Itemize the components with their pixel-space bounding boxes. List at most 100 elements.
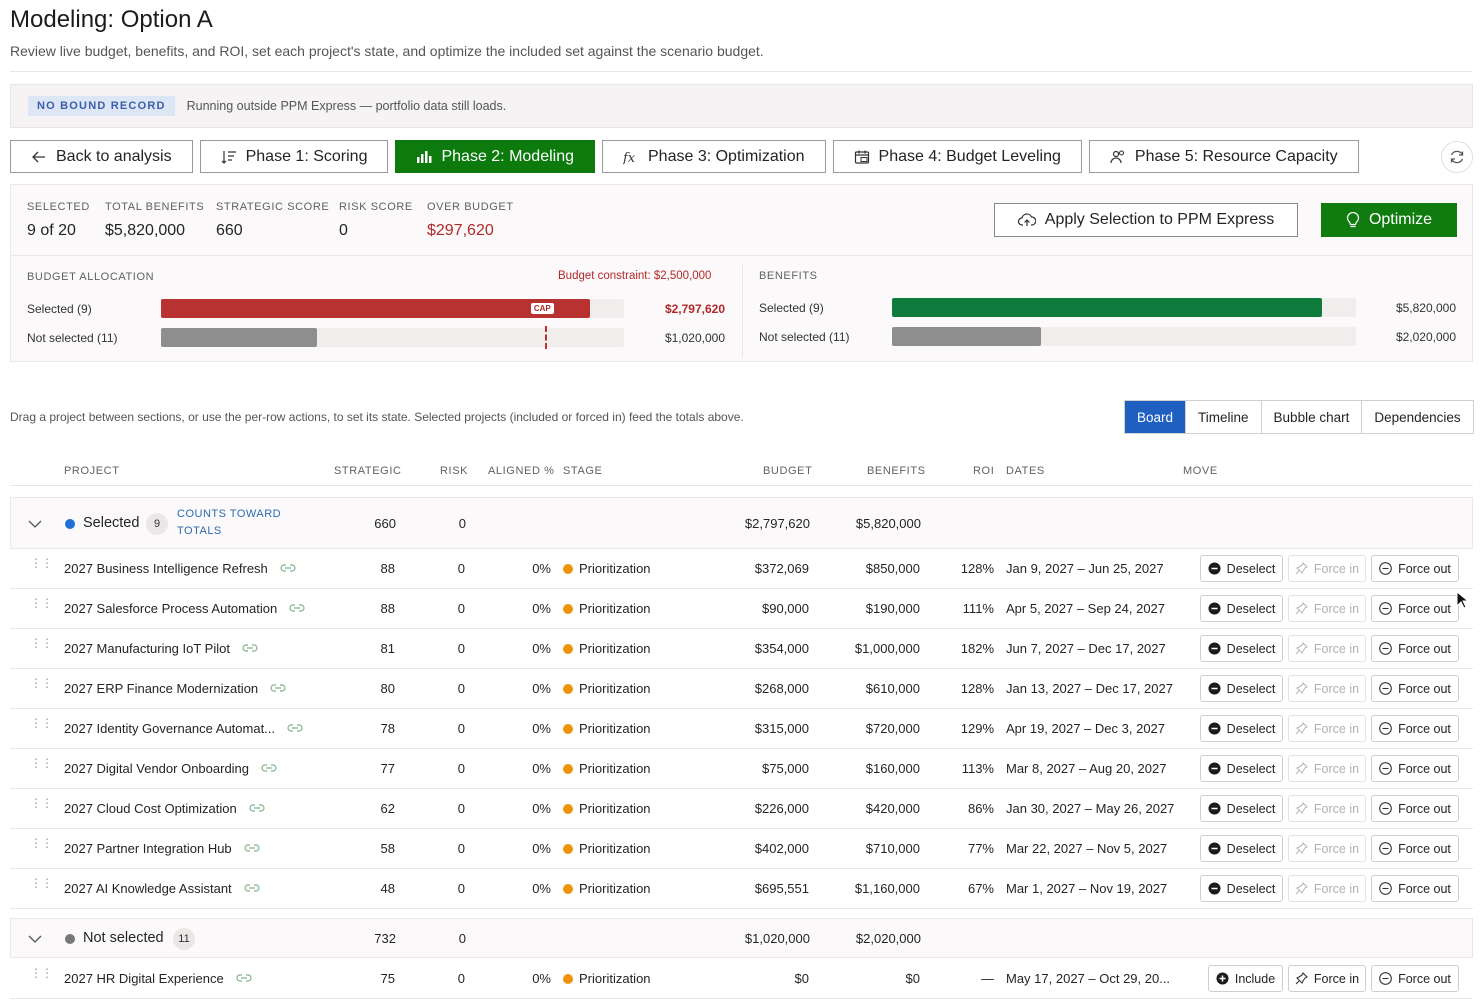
- project-name[interactable]: 2027 Salesforce Process Automation: [64, 601, 278, 616]
- dates-value: Apr 5, 2027 – Sep 24, 2027: [1006, 601, 1166, 616]
- force-in-button[interactable]: Force in: [1288, 875, 1366, 902]
- force-in-button[interactable]: Force in: [1288, 595, 1366, 622]
- link-icon[interactable]: [289, 602, 305, 614]
- deselect-button[interactable]: Deselect: [1200, 755, 1283, 782]
- view-board[interactable]: Board: [1125, 401, 1187, 433]
- risk-value: 0: [457, 801, 465, 816]
- budget-constraint: Budget constraint: $2,500,000: [558, 270, 712, 282]
- force-out-button[interactable]: Force out: [1371, 675, 1459, 702]
- roi-value: 128%: [960, 681, 994, 696]
- link-icon[interactable]: [249, 802, 265, 814]
- force-in-button[interactable]: Force in: [1288, 675, 1366, 702]
- force-out-button[interactable]: Force out: [1371, 965, 1459, 992]
- force-out-button[interactable]: Force out: [1371, 635, 1459, 662]
- drag-handle[interactable]: ⋮⋮: [30, 876, 53, 890]
- force-out-button[interactable]: Force out: [1371, 555, 1459, 582]
- force-out-button[interactable]: Force out: [1371, 755, 1459, 782]
- force-in-button[interactable]: Force in: [1288, 635, 1366, 662]
- link-icon[interactable]: [270, 682, 286, 694]
- project-name[interactable]: 2027 HR Digital Experience: [64, 971, 224, 986]
- benefits-value: $850,000: [865, 561, 920, 576]
- link-icon[interactable]: [244, 842, 260, 854]
- dates-value: Jun 7, 2027 – Dec 17, 2027: [1006, 641, 1166, 656]
- link-icon[interactable]: [236, 972, 252, 984]
- stat-strategic-score: STRATEGIC SCORE 660: [216, 201, 329, 240]
- budget-value: $372,069: [754, 561, 809, 576]
- refresh-button[interactable]: [1441, 141, 1473, 173]
- tab-phase-5-resource-capacity[interactable]: Phase 5: Resource Capacity: [1088, 140, 1359, 173]
- project-name[interactable]: 2027 AI Knowledge Assistant: [64, 881, 232, 896]
- drag-handle[interactable]: ⋮⋮: [30, 636, 53, 650]
- apply-selection-button[interactable]: Apply Selection to PPM Express: [994, 203, 1298, 237]
- drag-handle[interactable]: ⋮⋮: [30, 966, 53, 980]
- link-icon[interactable]: [280, 562, 296, 574]
- deselect-button[interactable]: Deselect: [1200, 555, 1283, 582]
- include-button[interactable]: Include: [1208, 965, 1283, 992]
- force-out-button[interactable]: Force out: [1371, 715, 1459, 742]
- project-name[interactable]: 2027 Manufacturing IoT Pilot: [64, 641, 230, 656]
- deselect-button[interactable]: Deselect: [1200, 715, 1283, 742]
- link-icon[interactable]: [287, 722, 303, 734]
- benefits-value: $0: [905, 971, 920, 986]
- project-name[interactable]: 2027 Partner Integration Hub: [64, 841, 232, 856]
- roi-value: 86%: [967, 801, 994, 816]
- budget-value: $90,000: [762, 601, 809, 616]
- force-in-button[interactable]: Force in: [1288, 715, 1366, 742]
- project-name[interactable]: 2027 Identity Governance Automat...: [64, 721, 276, 736]
- tab-phase-4-budget-leveling[interactable]: Phase 4: Budget Leveling: [832, 140, 1082, 173]
- drag-handle[interactable]: ⋮⋮: [30, 716, 53, 730]
- project-name[interactable]: 2027 Digital Vendor Onboarding: [64, 761, 250, 776]
- budget-allocation-title: BUDGET ALLOCATION: [27, 271, 155, 283]
- table-row: ⋮⋮ 2027 ERP Finance Modernization 80 0 0…: [10, 669, 1473, 709]
- budget-selected-bar: [161, 299, 591, 318]
- stage-dot: [563, 974, 573, 984]
- force-out-button[interactable]: Force out: [1371, 875, 1459, 902]
- tab-phase-2-modeling[interactable]: Phase 2: Modeling: [395, 140, 595, 173]
- dates-value: Apr 19, 2027 – Dec 3, 2027: [1006, 721, 1166, 736]
- force-in-button[interactable]: Force in: [1288, 965, 1366, 992]
- chevron-down-icon[interactable]: [27, 516, 43, 532]
- deselect-button[interactable]: Deselect: [1200, 595, 1283, 622]
- roi-value: 182%: [960, 641, 994, 656]
- view-dependencies[interactable]: Dependencies: [1374, 409, 1461, 425]
- chevron-down-icon[interactable]: [27, 931, 43, 947]
- drag-handle[interactable]: ⋮⋮: [30, 836, 53, 850]
- force-in-button[interactable]: Force in: [1288, 755, 1366, 782]
- pin-icon: [1295, 642, 1308, 655]
- view-timeline[interactable]: Timeline: [1186, 401, 1262, 433]
- deselect-button[interactable]: Deselect: [1200, 875, 1283, 902]
- drag-handle[interactable]: ⋮⋮: [30, 676, 53, 690]
- project-name[interactable]: 2027 Business Intelligence Refresh: [64, 561, 268, 576]
- tab-phase-1-scoring[interactable]: Phase 1: Scoring: [199, 140, 389, 173]
- deselect-button[interactable]: Deselect: [1200, 835, 1283, 862]
- project-name[interactable]: 2027 Cloud Cost Optimization: [64, 801, 237, 816]
- force-out-button[interactable]: Force out: [1371, 835, 1459, 862]
- col-move: MOVE: [1183, 465, 1218, 477]
- tab-phase-3-optimization[interactable]: fx Phase 3: Optimization: [602, 140, 826, 173]
- project-name[interactable]: 2027 ERP Finance Modernization: [64, 681, 259, 696]
- deselect-button[interactable]: Deselect: [1200, 795, 1283, 822]
- drag-handle[interactable]: ⋮⋮: [30, 596, 53, 610]
- budget-selected-amount: $2,797,620: [664, 302, 725, 316]
- force-in-button[interactable]: Force in: [1288, 795, 1366, 822]
- deselect-button[interactable]: Deselect: [1200, 675, 1283, 702]
- force-out-button[interactable]: Force out: [1371, 595, 1459, 622]
- drag-handle[interactable]: ⋮⋮: [30, 756, 53, 770]
- link-icon[interactable]: [244, 882, 260, 894]
- force-in-button[interactable]: Force in: [1288, 555, 1366, 582]
- force-out-button[interactable]: Force out: [1371, 795, 1459, 822]
- drag-handle[interactable]: ⋮⋮: [30, 556, 53, 570]
- drag-handle[interactable]: ⋮⋮: [30, 796, 53, 810]
- col-stage: STAGE: [563, 465, 603, 477]
- pin-icon: [1295, 722, 1308, 735]
- stage-value: Prioritization: [579, 841, 651, 856]
- deselect-button[interactable]: Deselect: [1200, 635, 1283, 662]
- view-switcher: Board Timeline Bubble chart Dependencies: [1124, 400, 1474, 434]
- link-icon[interactable]: [242, 642, 258, 654]
- view-bubble-chart[interactable]: Bubble chart: [1262, 401, 1363, 433]
- link-icon[interactable]: [261, 762, 277, 774]
- force-in-button[interactable]: Force in: [1288, 835, 1366, 862]
- back-to-analysis-button[interactable]: Back to analysis: [10, 140, 193, 173]
- optimize-button[interactable]: Optimize: [1321, 203, 1457, 237]
- pin-icon: [1295, 602, 1308, 615]
